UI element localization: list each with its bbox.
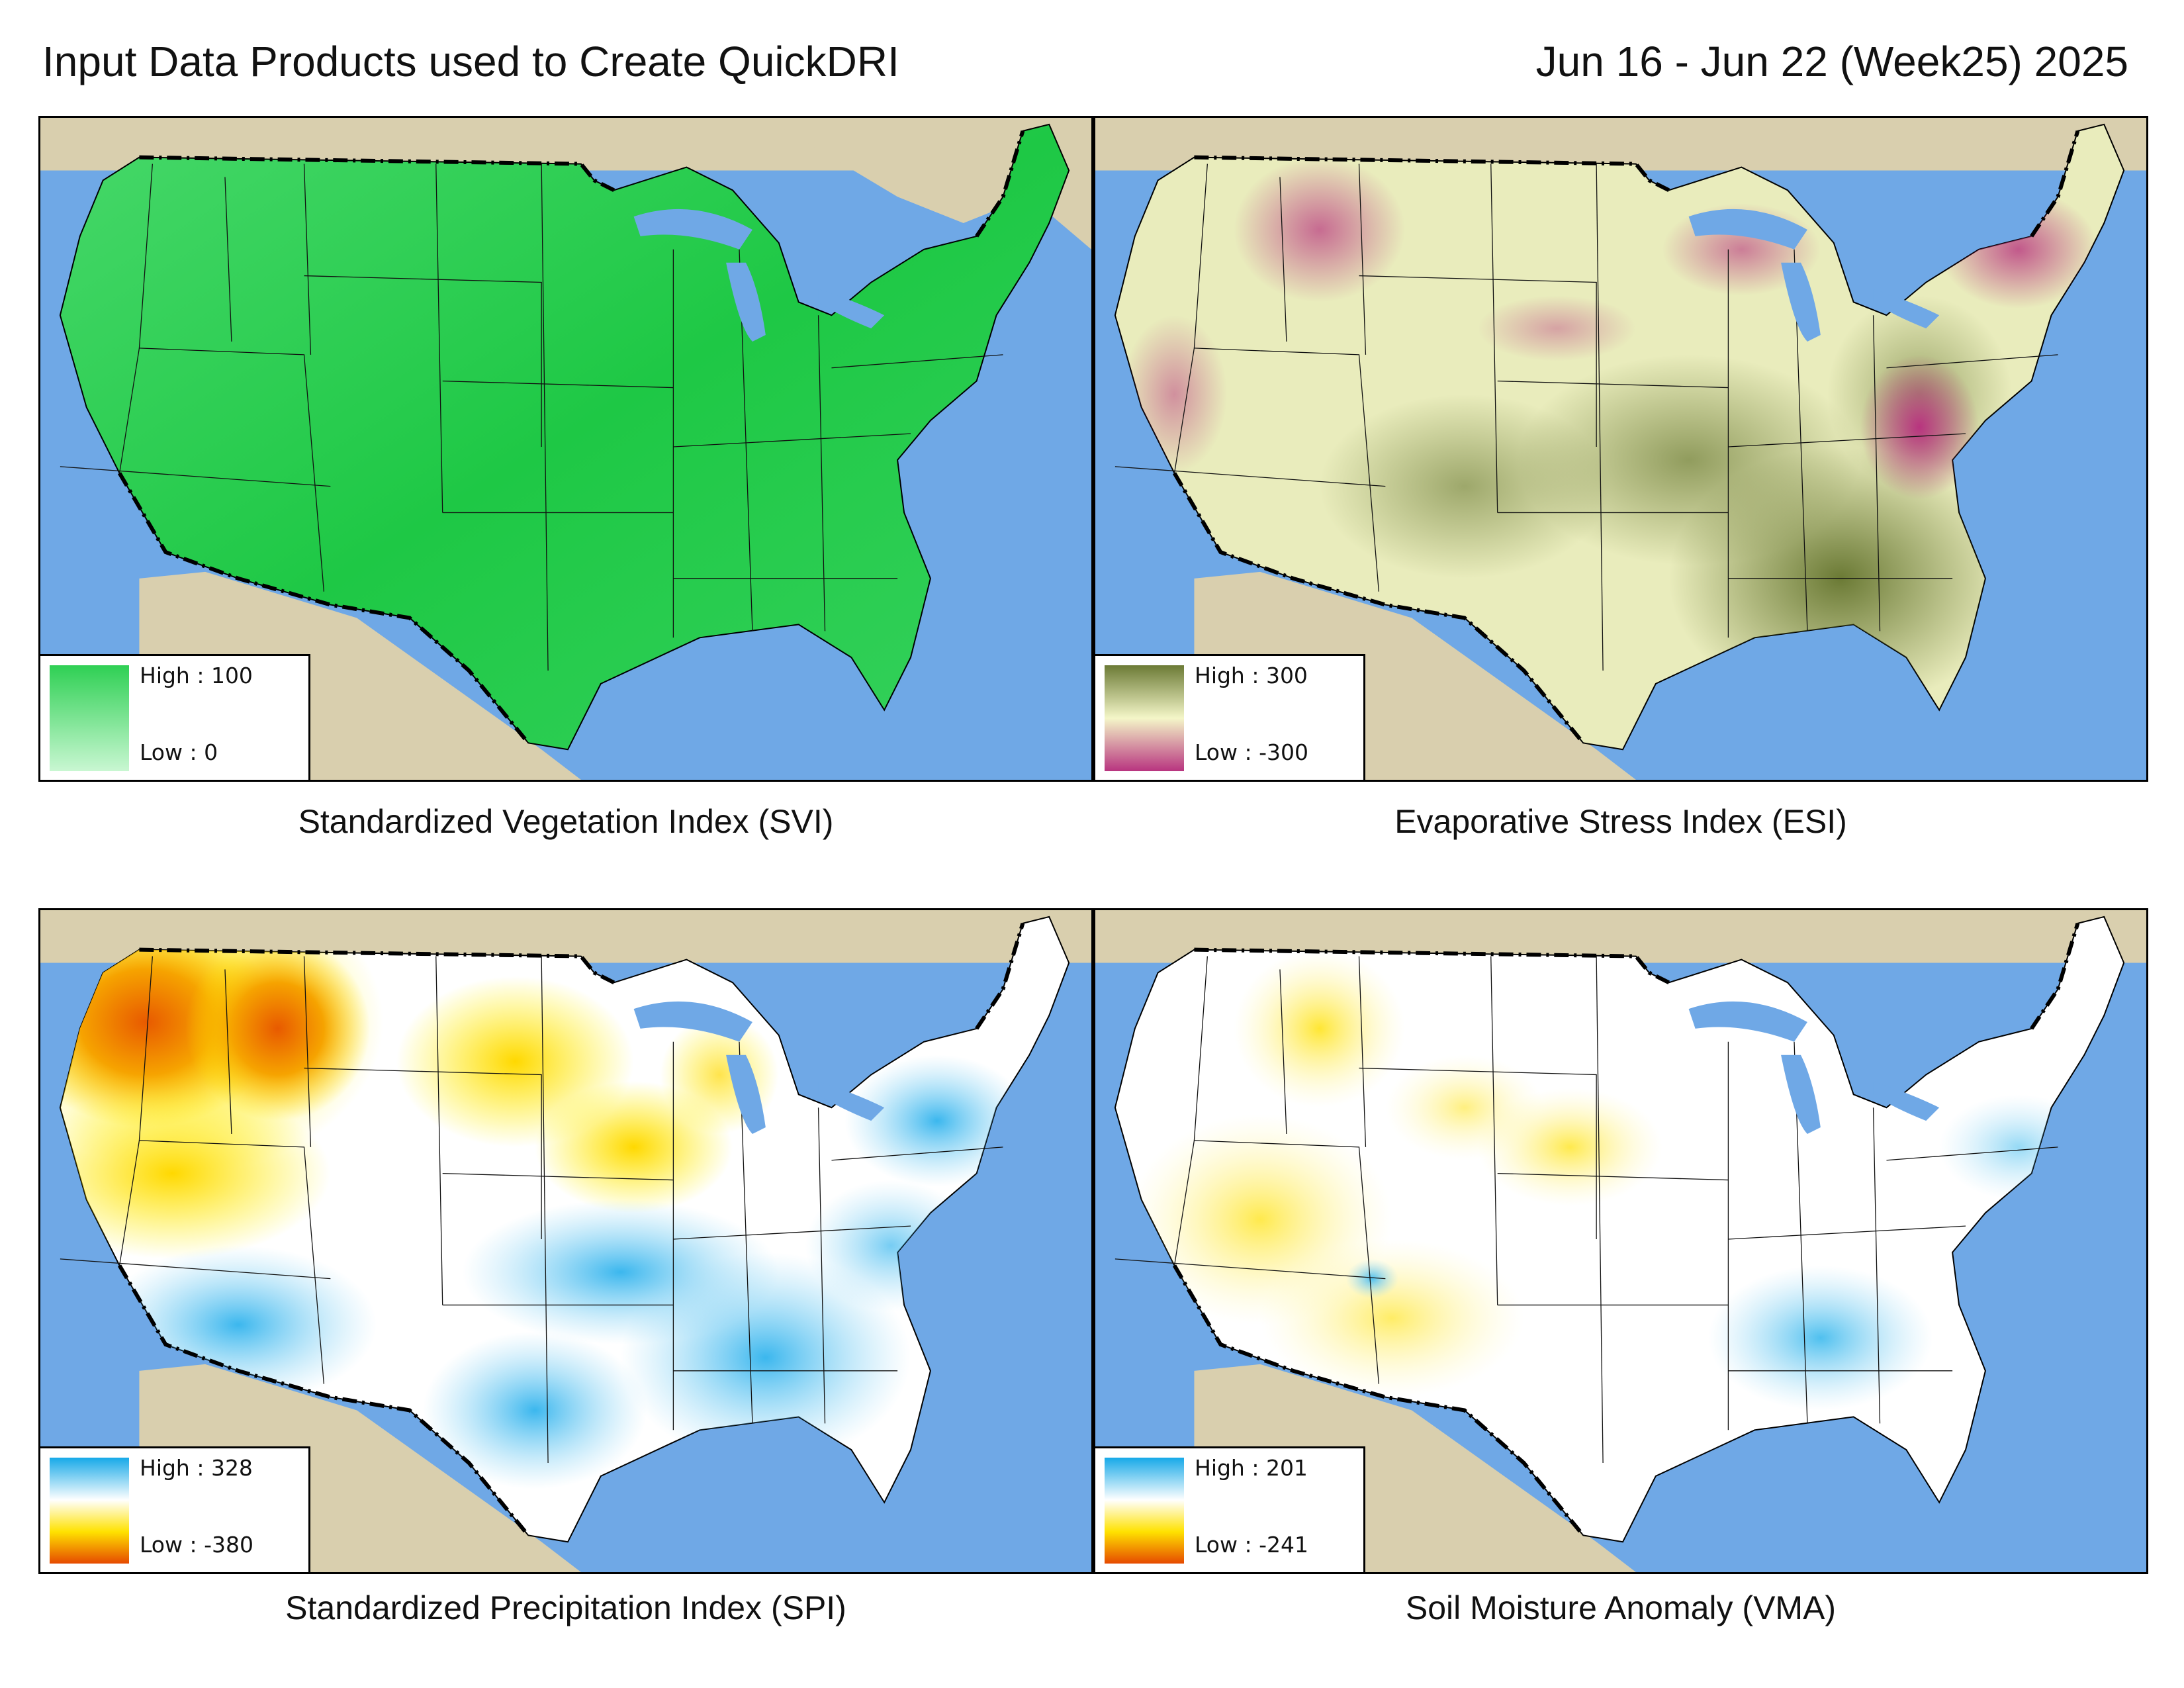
legend-ramp — [50, 665, 129, 771]
legend-low-label: Low : -241 — [1195, 1532, 1308, 1558]
esi-map-panel[interactable]: High : 300 Low : -300 — [1093, 116, 2148, 782]
date-range: Jun 16 - Jun 22 (Week25) 2025 — [1535, 38, 2128, 85]
esi-legend: High : 300 Low : -300 — [1095, 654, 1365, 780]
svi-legend: High : 100 Low : 0 — [40, 654, 310, 780]
great-lakes — [633, 209, 885, 342]
legend-high-label: High : 328 — [140, 1455, 253, 1481]
vma-caption: Soil Moisture Anomaly (VMA) — [1405, 1589, 1837, 1626]
state-borders — [60, 956, 1003, 1463]
page-title: Input Data Products used to Create Quick… — [42, 38, 899, 85]
intl-border — [1172, 130, 2080, 745]
state-borders — [60, 164, 1003, 671]
svi-map-panel[interactable]: High : 100 Low : 0 — [38, 116, 1093, 782]
legend-high-label: High : 300 — [1195, 663, 1308, 688]
vma-legend: High : 201 Low : -241 — [1095, 1446, 1365, 1572]
legend-ramp — [1105, 665, 1184, 771]
canada-land-ne — [765, 118, 1091, 250]
legend-low-label: Low : 0 — [140, 739, 218, 765]
intl-border — [117, 130, 1025, 745]
great-lakes — [633, 1001, 885, 1134]
legend-low-label: Low : -380 — [140, 1532, 253, 1558]
great-lakes — [1688, 209, 1940, 342]
spi-map-panel[interactable]: High : 328 Low : -380 — [38, 908, 1093, 1574]
legend-low-label: Low : -300 — [1195, 739, 1308, 765]
legend-ramp — [1105, 1458, 1184, 1564]
spi-legend: High : 328 Low : -380 — [40, 1446, 310, 1572]
legend-high-label: High : 100 — [140, 663, 253, 688]
great-lakes — [1688, 1001, 1940, 1134]
legend-high-label: High : 201 — [1195, 1455, 1308, 1481]
esi-caption: Evaporative Stress Index (ESI) — [1394, 803, 1847, 840]
intl-border — [1172, 923, 2080, 1537]
svi-caption: Standardized Vegetation Index (SVI) — [298, 803, 834, 840]
spi-caption: Standardized Precipitation Index (SPI) — [285, 1589, 846, 1626]
spi-map — [40, 910, 1091, 1572]
vma-map-panel[interactable]: High : 201 Low : -241 — [1093, 908, 2148, 1574]
state-borders — [1115, 164, 2058, 671]
legend-ramp — [50, 1458, 129, 1564]
svi-map — [40, 118, 1091, 780]
state-borders — [1115, 956, 2058, 1463]
intl-border — [117, 923, 1025, 1537]
